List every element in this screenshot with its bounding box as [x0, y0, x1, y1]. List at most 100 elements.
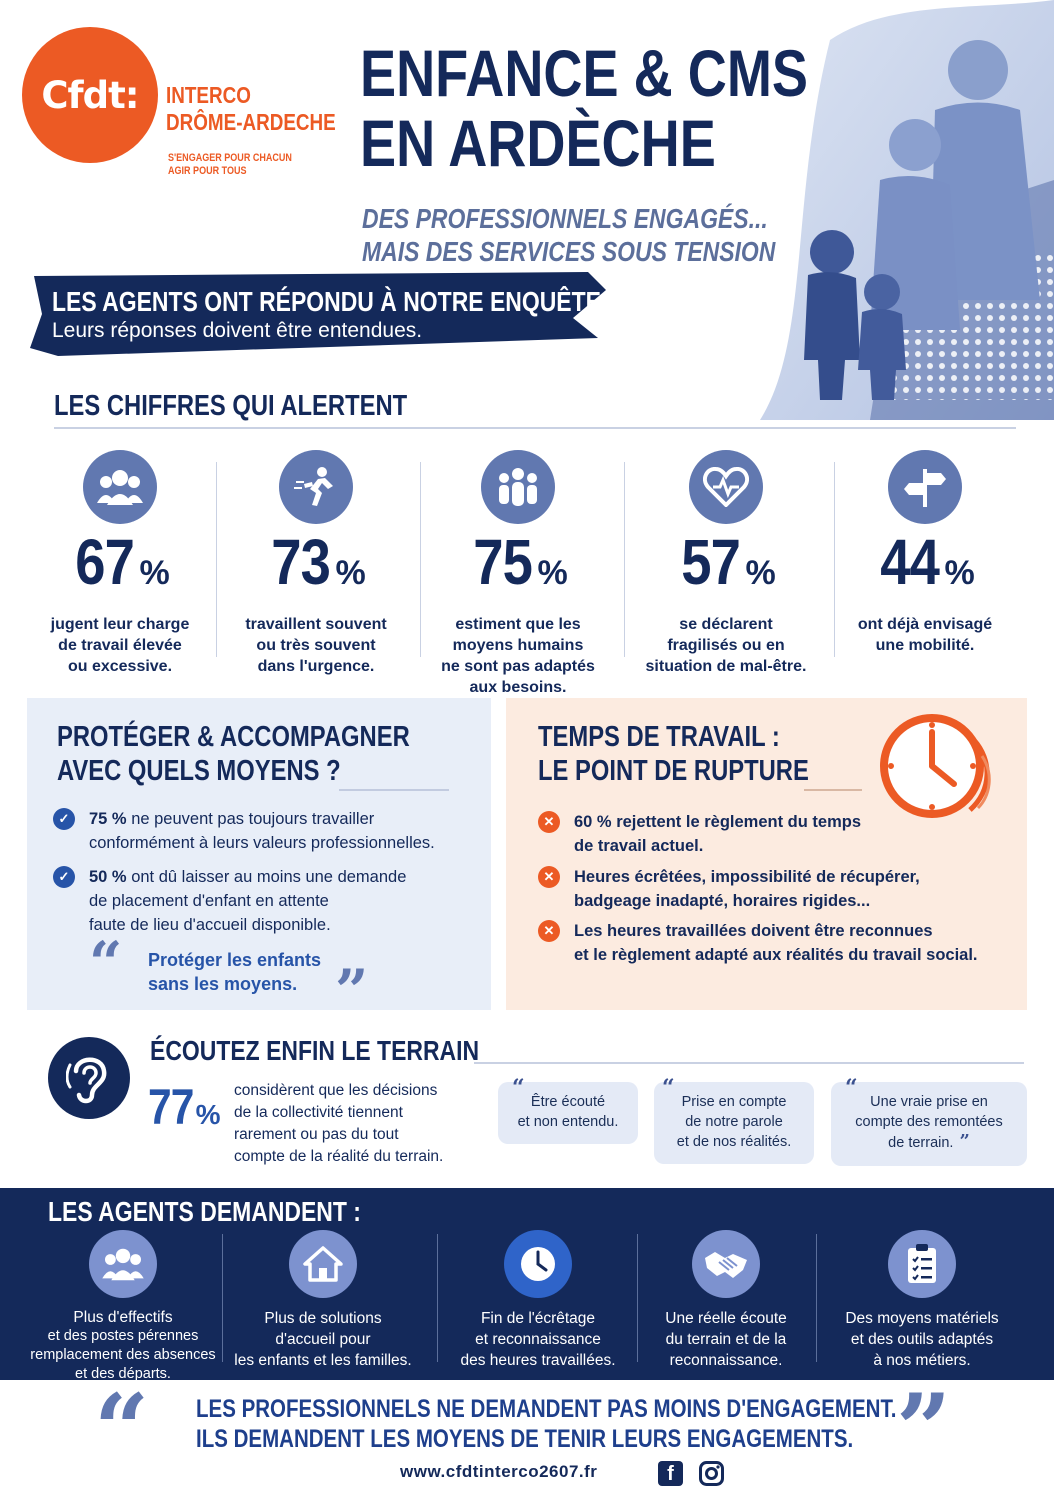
- subtitle-line2: MAIS DES SERVICES SOUS TENSION: [362, 236, 776, 267]
- desc-line: Une réelle écoute: [665, 1310, 787, 1327]
- stat-unit: %: [944, 554, 975, 592]
- listen-stat-value: 77%: [148, 1078, 221, 1136]
- demand-item: Une réelle écoute du terrain et de la re…: [631, 1230, 821, 1371]
- check-icon: ✓: [53, 866, 75, 888]
- open-quote-icon: “: [89, 929, 123, 997]
- demand-item: Des moyens matériels et des outils adapt…: [826, 1230, 1018, 1371]
- column-divider: [437, 1234, 438, 1362]
- quote-bubble: “ Une vraie prise en compte des remontée…: [831, 1077, 1027, 1166]
- desc-line: considèrent que les décisions: [234, 1082, 438, 1099]
- desc-line: dans l'urgence.: [257, 658, 375, 675]
- column-divider: [420, 462, 421, 657]
- title-line: PROTÉGER & ACCOMPAGNER: [57, 721, 410, 753]
- listen-section-title: ÉCOUTEZ ENFIN LE TERRAIN: [150, 1035, 480, 1066]
- clock-icon: [504, 1230, 572, 1298]
- quote-line: et de nos réalités.: [676, 1134, 792, 1150]
- stat-number: 77: [148, 1079, 194, 1135]
- quote-line: Être écouté: [530, 1094, 606, 1110]
- desc-line: à nos métiers.: [873, 1352, 971, 1369]
- quote-line: de terrain.: [888, 1135, 954, 1151]
- worktime-panel: TEMPS DE TRAVAIL : LE POINT DE RUPTURE ✕…: [506, 698, 1027, 1010]
- logo-text: Cfdt:: [41, 73, 139, 117]
- stat-description: travaillent souvent ou très souvent dans…: [216, 614, 416, 677]
- ear-icon: [48, 1037, 130, 1119]
- close-quote-icon: ”: [959, 1131, 970, 1152]
- website-link[interactable]: www.cfdtinterco2607.fr: [400, 1462, 598, 1481]
- org-line1: INTERCO: [166, 82, 251, 108]
- clock-icon: [880, 714, 991, 818]
- survey-banner: LES AGENTS ONT RÉPONDU À NOTRE ENQUÊTE L…: [28, 268, 608, 360]
- stat-unit: %: [745, 554, 776, 592]
- desc-line: moyens humains: [452, 637, 584, 654]
- title-line2: EN ARDÈCHE: [360, 106, 716, 180]
- desc-line: situation de mal-être.: [645, 658, 807, 675]
- demand-description: Une réelle écoute du terrain et de la re…: [631, 1308, 821, 1371]
- stat-value: 57%: [626, 530, 826, 612]
- bullet-text: Les heures travaillées doivent être reco…: [574, 922, 933, 940]
- bullet-text: ont dû laisser au moins une demande: [126, 868, 407, 886]
- stat-unit: %: [139, 554, 170, 592]
- banner-title: LES AGENTS ONT RÉPONDU À NOTRE ENQUÊTE: [52, 286, 601, 317]
- demand-item: Fin de l'écrêtage et reconnaissance des …: [443, 1230, 633, 1371]
- desc-line: Plus de solutions: [264, 1310, 382, 1327]
- desc-line: une mobilité.: [875, 637, 975, 654]
- quote-bubble: “ Prise en compte de notre parole et de …: [654, 1077, 814, 1164]
- signpost-icon: [888, 450, 962, 524]
- bullet-text: Heures écrêtées, impossibilité de récupé…: [574, 868, 920, 886]
- desc-line: du terrain et de la: [665, 1331, 787, 1348]
- stat-card: 75% estiment que les moyens humains ne s…: [418, 450, 618, 698]
- cross-icon: ✕: [538, 866, 560, 888]
- demand-description: Des moyens matériels et des outils adapt…: [826, 1308, 1018, 1371]
- tagline-line2: AGIR POUR TOUS: [168, 165, 247, 177]
- stat-card: 67% jugent leur charge de travail élevée…: [20, 450, 220, 677]
- column-divider: [216, 462, 217, 657]
- desc-line: de la collectivité tiennent: [234, 1104, 403, 1121]
- desc-line: des heures travaillées.: [460, 1352, 616, 1369]
- footer-slogan-line1: LES PROFESSIONNELS NE DEMANDENT PAS MOIN…: [196, 1395, 897, 1423]
- column-divider: [637, 1234, 638, 1362]
- handshake-icon: [692, 1230, 760, 1298]
- desc-line: travaillent souvent: [245, 616, 387, 633]
- stat-value: 67%: [20, 530, 220, 612]
- stat-value: 73%: [216, 530, 416, 612]
- stat-value: 44%: [825, 530, 1025, 612]
- desc-line: et des départs.: [75, 1366, 171, 1382]
- stat-card: 44% ont déjà envisagé une mobilité.: [825, 450, 1025, 656]
- stat-number: 67: [75, 526, 135, 598]
- desc-line: et reconnaissance: [475, 1331, 601, 1348]
- desc-line: estiment que les: [455, 616, 581, 633]
- bullet-text: faute de lieu d'accueil disponible.: [89, 916, 331, 934]
- instagram-icon[interactable]: [699, 1461, 724, 1486]
- protect-quote: Protéger les enfants sans les moyens.: [148, 948, 321, 996]
- protect-bullet: ✓ 75 % ne peuvent pas toujours travaille…: [53, 807, 473, 855]
- quote-line: de notre parole: [685, 1114, 783, 1130]
- title-line: LE POINT DE RUPTURE: [538, 755, 809, 787]
- stat-number: 75: [473, 526, 533, 598]
- bullet-text: de travail actuel.: [574, 837, 704, 855]
- worktime-bullet: ✕ 60 % rejettent le règlement du temps d…: [538, 810, 1018, 858]
- house-icon: [289, 1230, 357, 1298]
- cross-icon: ✕: [538, 811, 560, 833]
- stat-number: 57: [681, 526, 741, 598]
- demand-description: Fin de l'écrêtage et reconnaissance des …: [443, 1308, 633, 1371]
- section-divider: [54, 427, 1016, 429]
- desc-line: Plus d'effectifs: [73, 1309, 173, 1326]
- title-underline: [339, 789, 449, 791]
- bullet-highlight: 50 %: [89, 868, 127, 886]
- open-quote-icon: “: [94, 1373, 150, 1486]
- demand-description: Plus d'effectifs et des postes pérennes …: [28, 1308, 218, 1384]
- check-icon: ✓: [53, 808, 75, 830]
- quote-line: Prise en compte: [681, 1094, 787, 1110]
- quote-line: et non entendu.: [517, 1114, 619, 1130]
- worktime-panel-title: TEMPS DE TRAVAIL : LE POINT DE RUPTURE: [538, 720, 809, 788]
- desc-line: aux besoins.: [469, 679, 567, 696]
- checklist-icon: [888, 1230, 956, 1298]
- subtitle-line1: DES PROFESSIONNELS ENGAGÉS...: [362, 203, 768, 234]
- stat-description: jugent leur charge de travail élevée ou …: [20, 614, 220, 677]
- desc-line: ou excessive.: [67, 658, 173, 675]
- quote-line: sans les moyens.: [148, 974, 298, 994]
- stat-description: estiment que les moyens humains ne sont …: [418, 614, 618, 698]
- stat-card: 73% travaillent souvent ou très souvent …: [216, 450, 416, 677]
- heart-pulse-icon: [689, 450, 763, 524]
- facebook-icon[interactable]: f: [658, 1461, 683, 1486]
